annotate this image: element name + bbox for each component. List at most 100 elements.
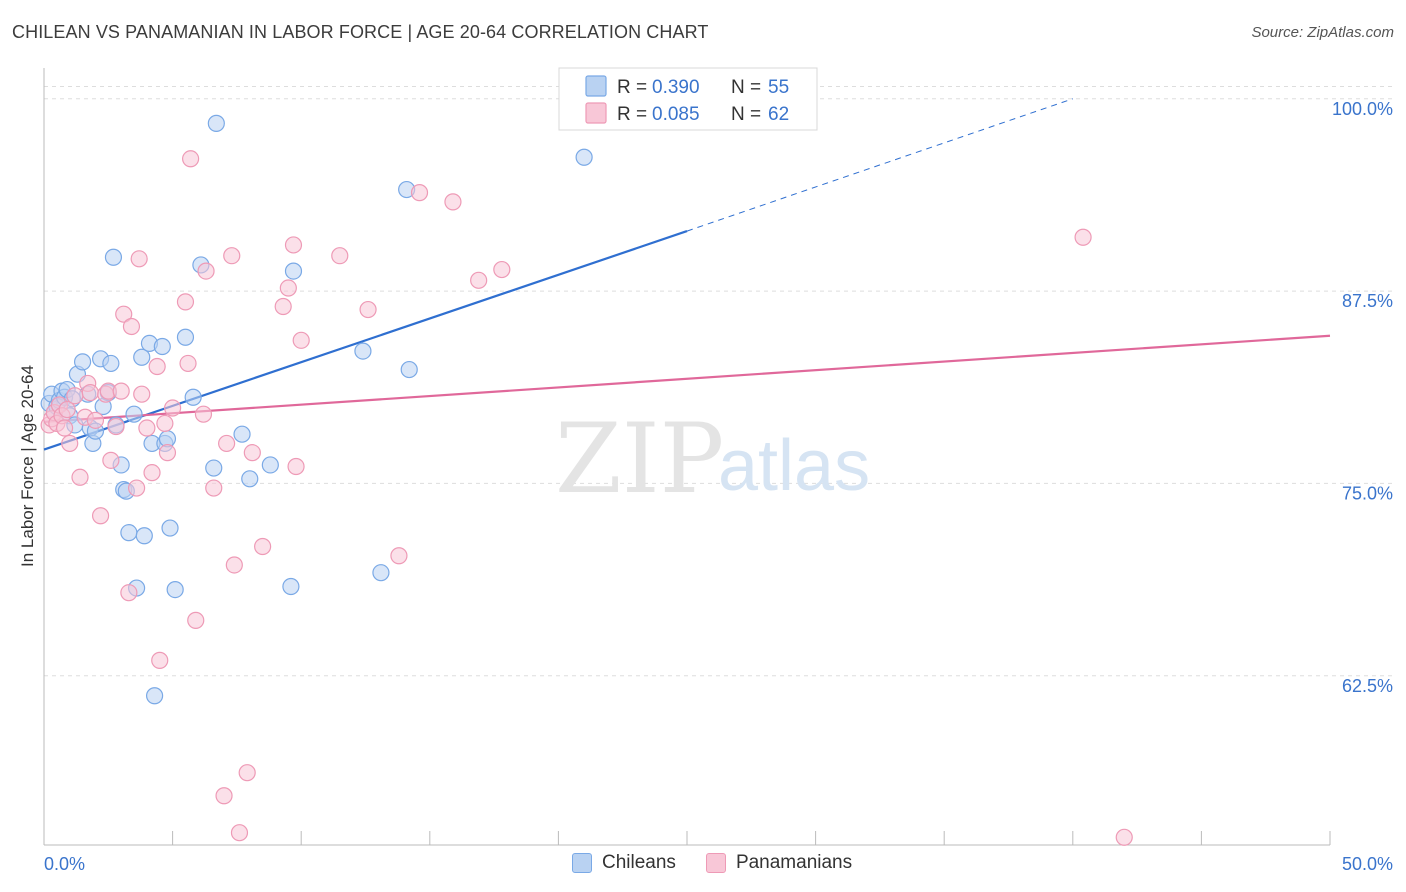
panamanians-point bbox=[115, 305, 133, 323]
panamanians-point bbox=[1074, 228, 1092, 246]
legend-r-value-panamanians: 0.085 bbox=[652, 104, 700, 125]
panamanians-point bbox=[61, 434, 79, 453]
stats-legend: R = 0.390 N = 55 R = 0.085 N = 62 bbox=[558, 67, 818, 131]
chileans-point bbox=[282, 577, 300, 596]
chileans-point bbox=[575, 148, 593, 166]
y-tick-label: 100.0% bbox=[1332, 99, 1393, 119]
chart-title: CHILEAN VS PANAMANIAN IN LABOR FORCE | A… bbox=[12, 22, 709, 42]
chileans-point bbox=[166, 580, 184, 599]
legend-swatch-chileans bbox=[585, 75, 607, 97]
watermark-zip: ZIP bbox=[555, 403, 724, 515]
panamanians-point bbox=[112, 382, 130, 400]
chileans-point bbox=[400, 360, 418, 379]
legend-n-value-panamanians: 62 bbox=[768, 104, 789, 125]
panamanians-point bbox=[55, 419, 74, 437]
panamanians-point bbox=[215, 787, 233, 805]
panamanians-point bbox=[444, 193, 462, 211]
legend-label-panamanians: Panamanians bbox=[735, 852, 853, 873]
panamanians-point bbox=[292, 331, 310, 349]
panamanians-point bbox=[223, 247, 241, 265]
panamanians-point bbox=[130, 250, 148, 268]
chileans-trend-line bbox=[43, 230, 688, 451]
series-legend: Chileans Panamanians bbox=[572, 852, 882, 874]
chileans-point bbox=[372, 564, 390, 582]
panamanians-point bbox=[279, 279, 297, 297]
panamanians-point bbox=[331, 247, 349, 265]
data-points bbox=[40, 90, 1133, 846]
legend-label-chileans: Chileans bbox=[602, 852, 676, 873]
legend-swatch-panamanians-bottom bbox=[705, 853, 726, 873]
chileans-point bbox=[207, 114, 225, 132]
chileans-point bbox=[233, 425, 251, 443]
panamanians-point bbox=[176, 293, 195, 311]
chileans-point bbox=[354, 342, 372, 360]
panamanians-point bbox=[158, 444, 177, 462]
legend-r-value-chileans: 0.390 bbox=[652, 77, 700, 98]
panamanians-point bbox=[120, 584, 138, 602]
chileans-trend-extension bbox=[686, 98, 1073, 232]
legend-r-label-chileans: R = bbox=[617, 77, 647, 98]
chileans-point bbox=[133, 348, 151, 366]
chileans-point bbox=[184, 388, 202, 406]
chileans-point bbox=[120, 524, 138, 542]
panamanians-point bbox=[138, 419, 156, 437]
chileans-point bbox=[241, 470, 259, 488]
panamanians-point bbox=[127, 479, 146, 497]
chileans-point bbox=[73, 353, 92, 371]
legend-swatch-chileans-bottom bbox=[572, 853, 592, 873]
panamanians-point bbox=[359, 300, 377, 319]
panamanians-point bbox=[164, 399, 182, 417]
panamanians-point bbox=[151, 651, 169, 669]
legend-n-value-chileans: 55 bbox=[768, 77, 789, 98]
watermark: ZIP atlas bbox=[555, 403, 870, 515]
panamanians-point bbox=[197, 262, 215, 280]
legend-item-chileans[interactable]: Chileans bbox=[572, 852, 676, 874]
chileans-point bbox=[205, 459, 223, 477]
panamanians-point bbox=[187, 611, 205, 629]
panamanians-point bbox=[274, 297, 292, 316]
legend-swatch-panamanians bbox=[585, 102, 607, 124]
panamanians-point bbox=[91, 507, 110, 525]
chileans-point bbox=[153, 337, 171, 356]
panamanians-point bbox=[58, 400, 76, 419]
trend-lines bbox=[43, 98, 1331, 451]
panamanians-point bbox=[225, 556, 243, 574]
y-tick-label: 62.5% bbox=[1342, 676, 1393, 696]
panamanians-point bbox=[243, 444, 261, 462]
panamanians-point bbox=[179, 354, 197, 373]
legend-n-label-chileans: N = bbox=[731, 77, 761, 98]
x-tick-label: 0.0% bbox=[44, 854, 85, 874]
chileans-point bbox=[135, 527, 153, 545]
panamanians-point bbox=[156, 414, 174, 433]
axes bbox=[43, 68, 1331, 846]
panamanians-trend-line bbox=[43, 334, 1331, 423]
panamanians-point bbox=[1115, 828, 1133, 846]
chileans-point bbox=[176, 328, 195, 346]
panamanians-point bbox=[218, 434, 236, 453]
panamanians-point bbox=[107, 417, 125, 436]
chileans-point bbox=[284, 262, 303, 280]
panamanians-point bbox=[410, 184, 429, 202]
source-label: Source: ZipAtlas.com bbox=[1251, 24, 1394, 41]
panamanians-point bbox=[66, 387, 84, 405]
chileans-point bbox=[261, 456, 279, 474]
chileans-point bbox=[161, 519, 179, 537]
legend-n-label-panamanians: N = bbox=[731, 104, 761, 125]
panamanians-point bbox=[143, 464, 161, 482]
panamanians-point bbox=[86, 411, 105, 429]
chileans-point bbox=[145, 687, 164, 705]
chileans-point bbox=[104, 248, 123, 266]
panamanians-point bbox=[71, 468, 89, 486]
tick-labels: 100.0% 87.5% 75.0% 62.5% 0.0% 50.0% bbox=[44, 99, 1393, 874]
panamanians-point bbox=[390, 547, 408, 565]
panamanians-point bbox=[254, 537, 272, 556]
panamanians-point bbox=[148, 357, 166, 376]
panamanians-point bbox=[470, 271, 488, 289]
panamanians-point bbox=[493, 260, 511, 279]
legend-item-panamanians[interactable]: Panamanians bbox=[705, 852, 853, 874]
panamanians-point bbox=[102, 451, 120, 469]
y-tick-label: 87.5% bbox=[1342, 291, 1393, 311]
panamanians-point bbox=[230, 824, 249, 842]
chileans-point bbox=[125, 405, 143, 423]
